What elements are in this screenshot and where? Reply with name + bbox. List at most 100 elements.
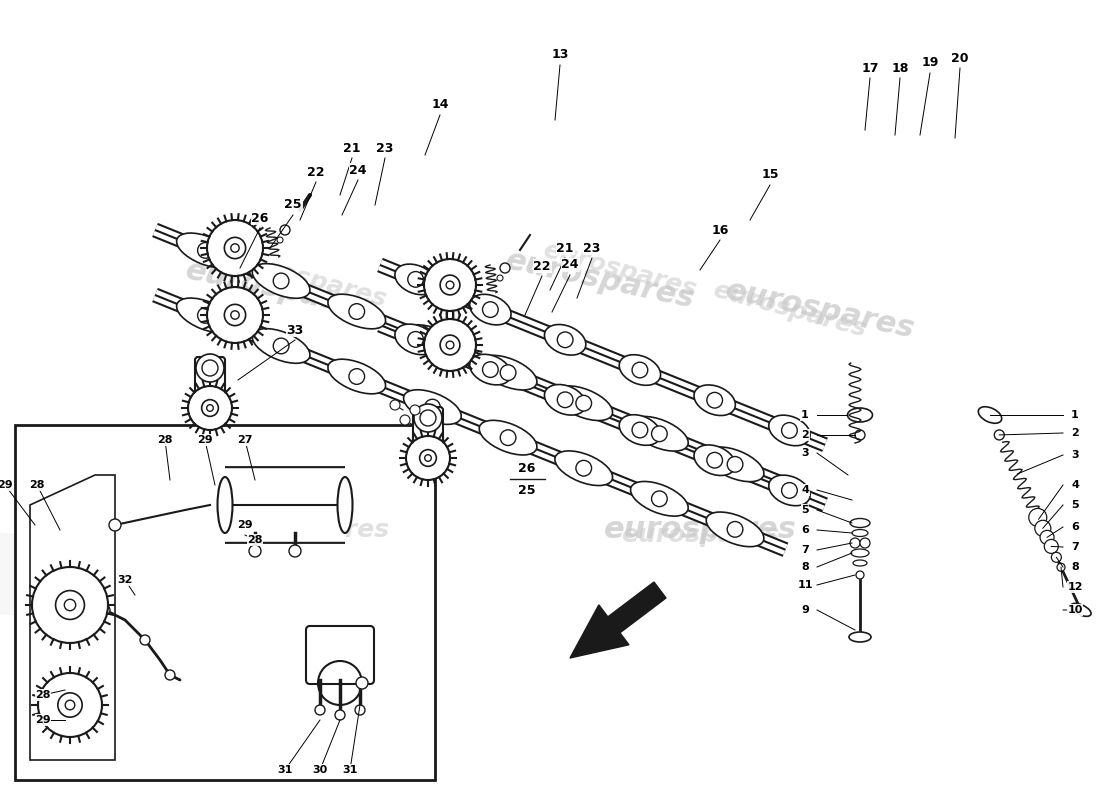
Text: 29: 29 bbox=[238, 520, 253, 530]
Circle shape bbox=[100, 605, 110, 615]
Text: 10: 10 bbox=[1067, 605, 1082, 615]
Text: 22: 22 bbox=[534, 259, 551, 273]
Circle shape bbox=[196, 354, 224, 382]
Circle shape bbox=[355, 705, 365, 715]
Circle shape bbox=[356, 677, 369, 689]
Circle shape bbox=[440, 335, 460, 355]
Text: 23: 23 bbox=[376, 142, 394, 154]
Text: 1: 1 bbox=[801, 410, 808, 420]
Text: 24: 24 bbox=[561, 258, 579, 271]
Ellipse shape bbox=[395, 324, 437, 354]
Text: 28: 28 bbox=[30, 480, 45, 490]
Circle shape bbox=[994, 430, 1004, 440]
Circle shape bbox=[727, 457, 742, 472]
Circle shape bbox=[425, 399, 440, 415]
Text: eurospares: eurospares bbox=[231, 518, 389, 542]
Circle shape bbox=[231, 244, 239, 252]
Text: 18: 18 bbox=[891, 62, 909, 74]
Circle shape bbox=[576, 460, 592, 476]
Circle shape bbox=[424, 259, 476, 311]
Circle shape bbox=[1028, 509, 1047, 526]
Circle shape bbox=[497, 275, 503, 281]
Ellipse shape bbox=[554, 451, 613, 486]
Circle shape bbox=[632, 422, 648, 438]
Circle shape bbox=[424, 319, 476, 371]
Circle shape bbox=[56, 590, 85, 619]
Text: 32: 32 bbox=[118, 575, 133, 585]
Text: 19: 19 bbox=[922, 57, 938, 70]
Ellipse shape bbox=[177, 298, 234, 333]
Text: 2: 2 bbox=[1071, 428, 1079, 438]
Circle shape bbox=[558, 392, 573, 408]
Text: 2: 2 bbox=[801, 430, 808, 440]
Circle shape bbox=[390, 400, 400, 410]
Circle shape bbox=[207, 287, 263, 343]
Text: 33: 33 bbox=[286, 323, 304, 337]
Circle shape bbox=[277, 237, 283, 243]
Ellipse shape bbox=[395, 264, 437, 294]
Circle shape bbox=[39, 673, 102, 737]
FancyBboxPatch shape bbox=[195, 357, 226, 411]
Ellipse shape bbox=[480, 355, 537, 390]
Text: 3: 3 bbox=[801, 448, 808, 458]
Ellipse shape bbox=[769, 475, 810, 506]
Ellipse shape bbox=[694, 385, 736, 415]
Text: 1: 1 bbox=[1071, 410, 1079, 420]
Text: 15: 15 bbox=[761, 169, 779, 182]
Circle shape bbox=[315, 705, 324, 715]
Text: 12: 12 bbox=[1067, 582, 1082, 592]
Ellipse shape bbox=[470, 354, 512, 385]
Text: eurospares: eurospares bbox=[540, 238, 700, 302]
FancyBboxPatch shape bbox=[306, 626, 374, 684]
Ellipse shape bbox=[480, 420, 537, 455]
Circle shape bbox=[850, 538, 860, 548]
Circle shape bbox=[207, 220, 263, 276]
Circle shape bbox=[406, 436, 450, 480]
Circle shape bbox=[1052, 552, 1062, 562]
Circle shape bbox=[420, 410, 436, 426]
Circle shape bbox=[289, 545, 301, 557]
Circle shape bbox=[249, 545, 261, 557]
Circle shape bbox=[201, 400, 219, 416]
Circle shape bbox=[483, 302, 498, 318]
Circle shape bbox=[273, 338, 289, 354]
Circle shape bbox=[707, 392, 723, 408]
Text: 24: 24 bbox=[350, 163, 366, 177]
Text: 29: 29 bbox=[35, 715, 51, 725]
Circle shape bbox=[408, 271, 424, 287]
Text: 5: 5 bbox=[1071, 500, 1079, 510]
Circle shape bbox=[65, 620, 75, 630]
Circle shape bbox=[447, 341, 454, 349]
Circle shape bbox=[447, 281, 454, 289]
Circle shape bbox=[207, 405, 213, 411]
Ellipse shape bbox=[404, 390, 461, 424]
Circle shape bbox=[860, 538, 870, 548]
Circle shape bbox=[500, 263, 510, 273]
Circle shape bbox=[64, 599, 76, 610]
Text: 11: 11 bbox=[798, 580, 813, 590]
Ellipse shape bbox=[847, 408, 872, 422]
Circle shape bbox=[856, 571, 864, 579]
Text: 16: 16 bbox=[712, 223, 728, 237]
Text: 29: 29 bbox=[197, 435, 212, 445]
Circle shape bbox=[408, 331, 424, 347]
FancyBboxPatch shape bbox=[412, 407, 443, 461]
Circle shape bbox=[280, 225, 290, 235]
Circle shape bbox=[224, 304, 245, 326]
Text: 29: 29 bbox=[0, 480, 13, 490]
Bar bbox=[15, 425, 434, 780]
Ellipse shape bbox=[851, 549, 869, 557]
Text: 26: 26 bbox=[518, 462, 536, 474]
Ellipse shape bbox=[470, 294, 512, 325]
Ellipse shape bbox=[619, 354, 661, 386]
Text: eurospares: eurospares bbox=[604, 515, 796, 545]
Text: 30: 30 bbox=[312, 765, 328, 775]
Text: eurospares: eurospares bbox=[183, 256, 377, 324]
Circle shape bbox=[707, 452, 723, 468]
Ellipse shape bbox=[544, 325, 586, 355]
Ellipse shape bbox=[328, 294, 386, 329]
Circle shape bbox=[188, 386, 232, 430]
Ellipse shape bbox=[706, 512, 763, 546]
Text: 13: 13 bbox=[551, 49, 569, 62]
Text: 28: 28 bbox=[248, 535, 263, 545]
